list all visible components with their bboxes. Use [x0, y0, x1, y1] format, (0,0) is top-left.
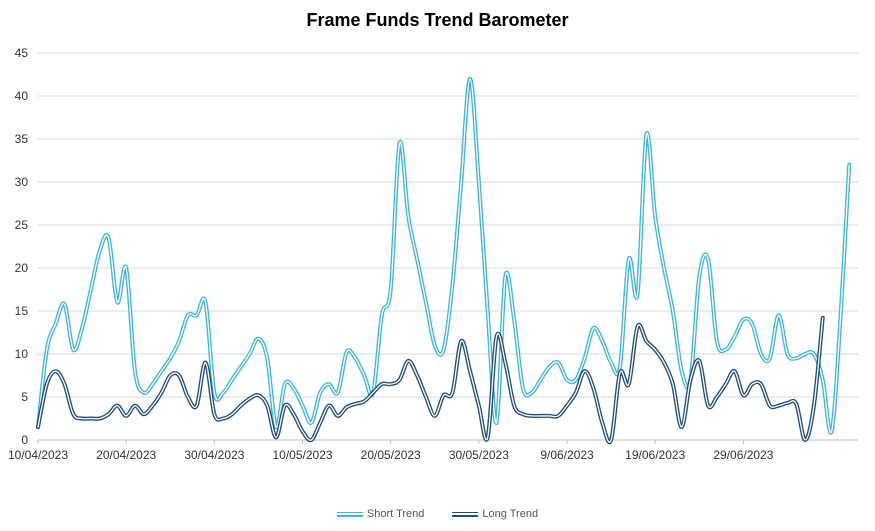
- y-tick-label: 40: [15, 89, 29, 103]
- x-tick-label: 9/06/2023: [540, 448, 594, 462]
- series-line-inner-long-trend: [37, 317, 824, 443]
- y-tick-label: 30: [15, 175, 29, 189]
- legend-swatch-long-trend: [452, 511, 479, 517]
- legend-swatch-short-trend: [336, 511, 363, 517]
- legend-item-long-trend[interactable]: Long Trend: [452, 508, 538, 520]
- y-tick-label: 20: [15, 261, 29, 275]
- legend: Short Trend Long Trend: [0, 508, 875, 520]
- y-tick-label: 35: [15, 132, 29, 146]
- x-tick-label: 20/04/2023: [96, 448, 156, 462]
- chart-title: Frame Funds Trend Barometer: [306, 10, 569, 30]
- legend-label-long-trend: Long Trend: [482, 508, 539, 520]
- y-tick-label: 10: [15, 347, 29, 361]
- x-tick-label: 20/05/2023: [361, 448, 421, 462]
- legend-label-short-trend: Short Trend: [366, 508, 425, 520]
- legend-item-short-trend[interactable]: Short Trend: [336, 508, 425, 520]
- series-line-inner-short-trend: [37, 78, 850, 434]
- x-tick-label: 29/06/2023: [713, 448, 773, 462]
- x-tick-label: 30/04/2023: [184, 448, 244, 462]
- y-tick-label: 25: [15, 218, 29, 232]
- x-tick-label: 10/04/2023: [8, 448, 68, 462]
- x-tick-label: 10/05/2023: [272, 448, 332, 462]
- y-tick-label: 5: [21, 390, 28, 404]
- y-tick-label: 0: [21, 433, 28, 447]
- y-tick-label: 15: [15, 304, 29, 318]
- x-tick-label: 30/05/2023: [449, 448, 509, 462]
- x-tick-label: 19/06/2023: [625, 448, 685, 462]
- y-tick-label: 45: [15, 46, 29, 60]
